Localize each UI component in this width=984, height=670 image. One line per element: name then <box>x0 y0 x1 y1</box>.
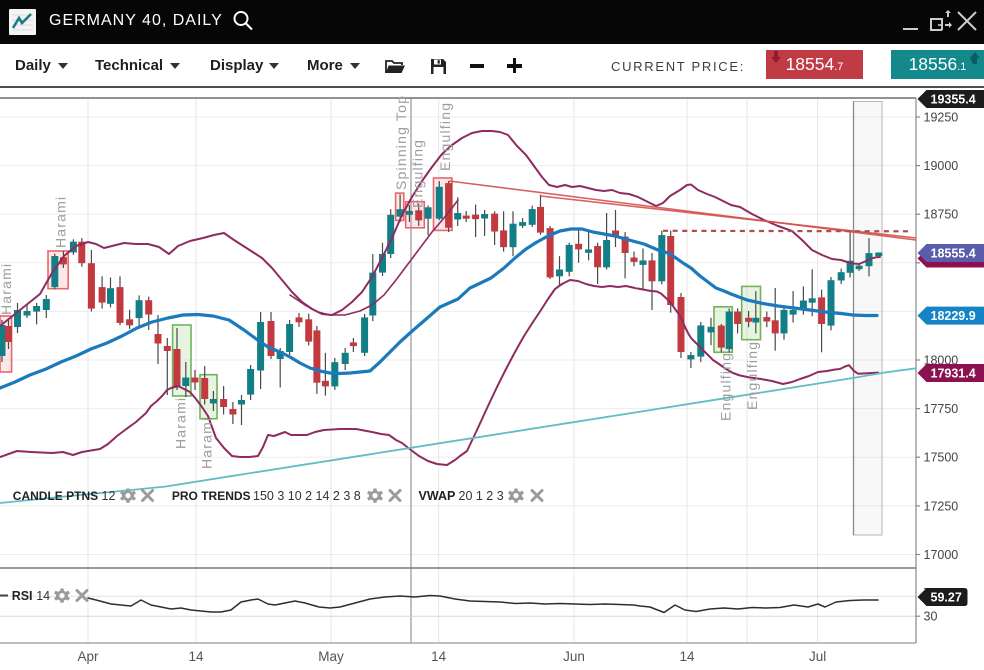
svg-text:19355.4: 19355.4 <box>931 93 976 107</box>
svg-text:17000: 17000 <box>924 548 959 562</box>
svg-text:Jun: Jun <box>563 649 585 664</box>
svg-text:14: 14 <box>36 589 50 603</box>
svg-text:20 1 2 3: 20 1 2 3 <box>459 489 504 503</box>
svg-text:14: 14 <box>431 649 447 664</box>
svg-text:18555.4: 18555.4 <box>931 247 976 261</box>
svg-text:Engulfing: Engulfing <box>718 352 734 421</box>
svg-text:150 3 10 2 14 2 3 8: 150 3 10 2 14 2 3 8 <box>253 489 361 503</box>
svg-text:19000: 19000 <box>924 159 959 173</box>
svg-text:59.27: 59.27 <box>931 591 962 605</box>
svg-text:19250: 19250 <box>924 111 959 125</box>
svg-text:Harami: Harami <box>199 417 215 469</box>
svg-text:18229.9: 18229.9 <box>931 309 976 323</box>
svg-text:CANDLE PTNS: CANDLE PTNS <box>13 489 98 503</box>
svg-text:VWAP: VWAP <box>419 489 456 503</box>
svg-text:12: 12 <box>102 489 116 503</box>
svg-text:17750: 17750 <box>924 402 959 416</box>
svg-text:May: May <box>318 649 344 664</box>
svg-text:17931.4: 17931.4 <box>931 367 976 381</box>
svg-text:30: 30 <box>924 610 938 624</box>
svg-text:Apr: Apr <box>77 649 99 664</box>
svg-text:14: 14 <box>188 649 204 664</box>
svg-text:14: 14 <box>679 649 695 664</box>
svg-text:17250: 17250 <box>924 499 959 513</box>
svg-text:17500: 17500 <box>924 451 959 465</box>
svg-text:Engulfing: Engulfing <box>437 102 453 171</box>
svg-text:Jul: Jul <box>809 649 826 664</box>
svg-text:PRO TRENDS: PRO TRENDS <box>172 489 251 503</box>
svg-text:Engulfing: Engulfing <box>744 341 760 410</box>
svg-text:Harami: Harami <box>0 263 14 315</box>
svg-text:18750: 18750 <box>924 208 959 222</box>
svg-text:Engulfing: Engulfing <box>409 139 425 208</box>
svg-text:Spinning Top: Spinning Top <box>393 95 409 190</box>
svg-text:Harami: Harami <box>173 397 189 449</box>
svg-text:Harami: Harami <box>53 196 69 248</box>
svg-text:RSI: RSI <box>12 589 33 603</box>
